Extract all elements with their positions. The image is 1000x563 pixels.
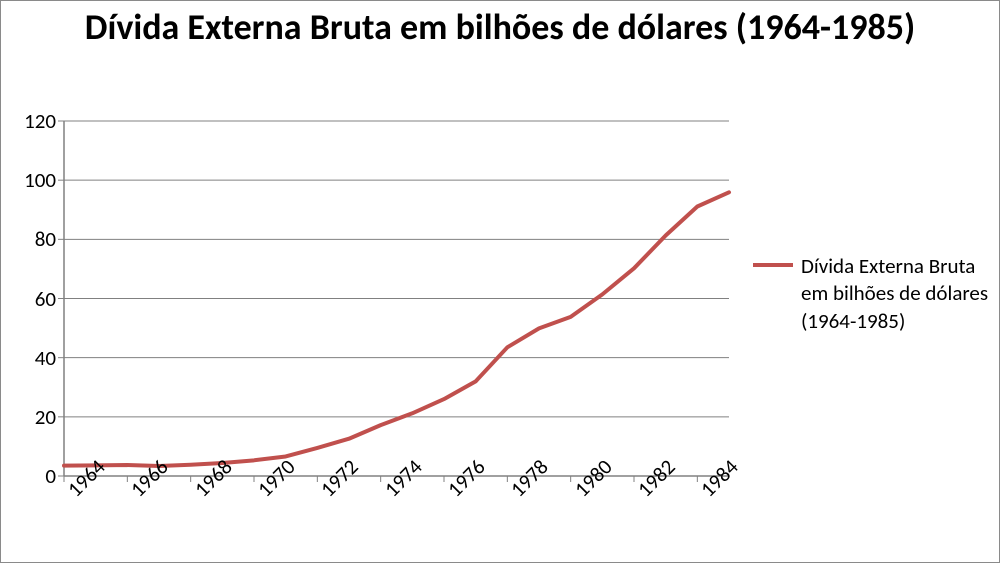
y-tick-label: 100 xyxy=(24,167,64,193)
plot-area: 0204060801001201964196619681970197219741… xyxy=(64,121,729,476)
chart-frame: Dívida Externa Bruta em bilhões de dólar… xyxy=(0,0,1000,563)
legend-swatch xyxy=(753,263,793,267)
y-tick-label: 120 xyxy=(24,108,64,134)
legend: Dívida Externa Bruta em bilhões de dólar… xyxy=(753,253,996,335)
y-tick-label: 20 xyxy=(35,404,64,430)
chart-title: Dívida Externa Bruta em bilhões de dólar… xyxy=(1,1,999,48)
legend-label: Dívida Externa Bruta em bilhões de dólar… xyxy=(801,253,996,335)
plot-svg xyxy=(64,121,729,476)
y-tick-label: 0 xyxy=(45,463,64,489)
y-tick-label: 60 xyxy=(35,286,64,312)
y-tick-label: 80 xyxy=(35,226,64,252)
y-tick-label: 40 xyxy=(35,345,64,371)
